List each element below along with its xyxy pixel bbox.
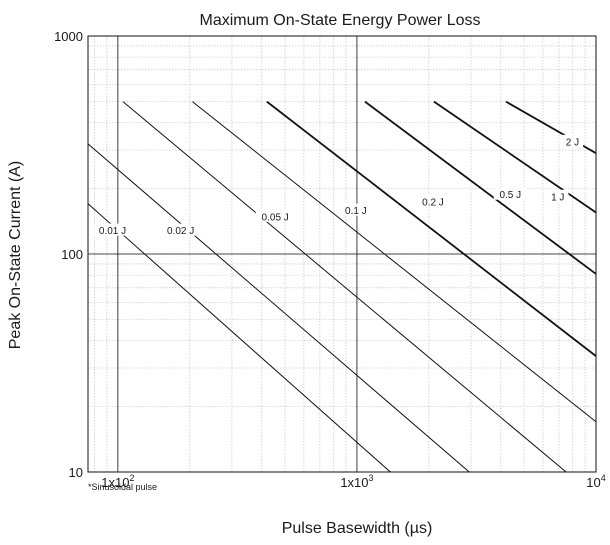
series-label: 2 J (566, 137, 579, 148)
series-label-bg (416, 195, 450, 208)
series-line (87, 143, 470, 473)
tick-labels: 1x102 1x103 104 10 100 1000 (54, 29, 606, 490)
series-line (433, 100, 597, 214)
series-label: 0.1 J (345, 206, 367, 217)
series-label: 0.05 J (262, 212, 289, 223)
series-line (364, 100, 597, 275)
series-line (87, 203, 391, 473)
series-label-bg (255, 209, 295, 222)
chart-title: Maximum On-State Energy Power Loss (200, 12, 481, 29)
series-line (266, 100, 597, 357)
series-label: 0.02 J (167, 226, 194, 237)
series-label: 1 J (551, 192, 564, 203)
plot-frame (87, 35, 597, 473)
grid (88, 36, 596, 472)
series-group (87, 100, 597, 473)
annotations-group: 0.01 J 0.02 J 0.05 J 0.1 J 0.2 J 0.5 J 1 J 2 J (93, 134, 584, 237)
y-tick-label: 10 (69, 465, 83, 480)
x-tick-label: 1x103 (340, 473, 373, 490)
y-tick-label: 1000 (54, 29, 83, 44)
series-label-bg (493, 187, 527, 200)
series-line (122, 101, 567, 473)
series-label: 0.2 J (422, 198, 444, 209)
y-tick-label: 100 (61, 247, 83, 262)
x-tick-label: 104 (586, 473, 605, 490)
series-label: 0.5 J (499, 190, 521, 201)
series-label-bg (161, 223, 201, 236)
y-axis-label: Peak On-State Current (A) (7, 161, 24, 350)
series-label-bg (93, 223, 132, 236)
series-label-bg (339, 203, 373, 216)
axes (87, 35, 597, 473)
series-label-bg (547, 189, 569, 202)
series-line (192, 101, 597, 423)
series-label: 0.01 J (99, 226, 126, 237)
series-label-bg (561, 134, 584, 147)
x-axis-label: Pulse Basewidth (µs) (282, 520, 433, 537)
x-tick-label: 1x102 (101, 473, 134, 490)
footnote: *Sinusoidal pulse (88, 482, 157, 492)
